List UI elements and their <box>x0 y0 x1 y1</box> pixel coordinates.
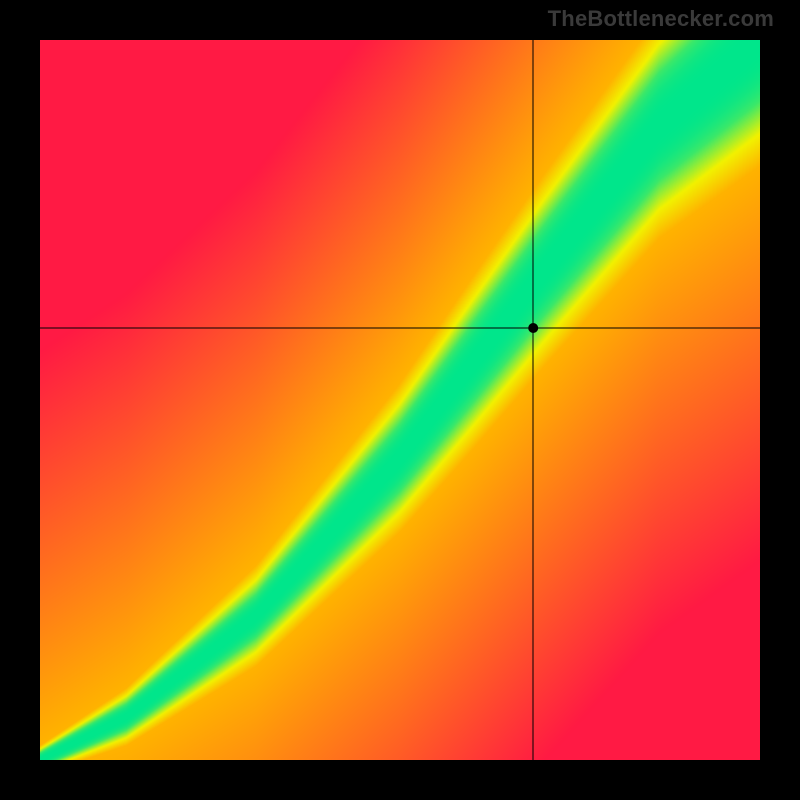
heatmap-canvas <box>40 40 760 760</box>
watermark-text: TheBottlenecker.com <box>548 6 774 32</box>
bottleneck-heatmap <box>40 40 760 760</box>
